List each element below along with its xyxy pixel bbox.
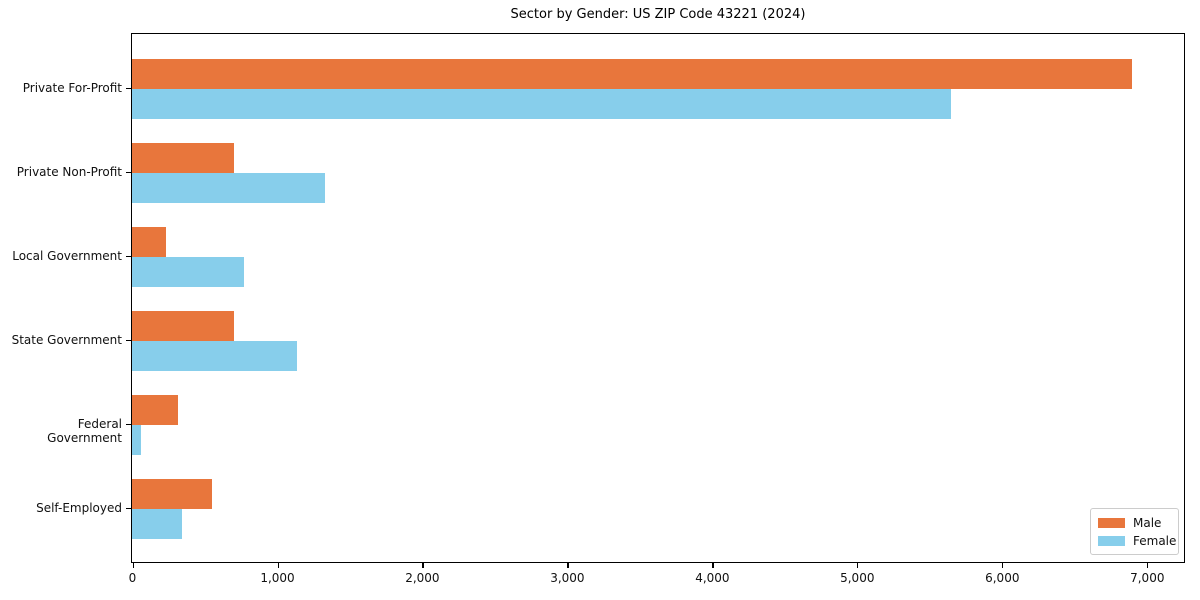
bar-male-1 (132, 59, 1133, 89)
x-tick-mark (132, 563, 134, 568)
bar-female-1 (132, 89, 952, 119)
y-tick-mark (126, 340, 131, 342)
legend-label: Male (1133, 516, 1162, 530)
bar-male-5 (132, 395, 179, 425)
x-tick-label: 3,000 (550, 571, 585, 585)
bar-female-4 (132, 341, 298, 371)
y-tick-mark (126, 424, 131, 426)
y-tick-label: Self-Employed (36, 501, 122, 515)
legend-item-male: Male (1098, 515, 1171, 531)
x-tick-label: 4,000 (695, 571, 730, 585)
bar-female-2 (132, 173, 325, 203)
bar-male-2 (132, 143, 234, 173)
bar-female-6 (132, 509, 182, 539)
y-tick-mark (126, 508, 131, 510)
x-tick-label: 0 (128, 571, 137, 585)
x-tick-mark (567, 563, 569, 568)
x-tick-mark (1147, 563, 1149, 568)
y-tick-label: Private Non-Profit (16, 165, 122, 179)
bar-male-3 (132, 227, 167, 257)
x-tick-mark (1002, 563, 1004, 568)
bar-male-4 (132, 311, 234, 341)
y-tick-label: Private For-Profit (22, 81, 122, 95)
legend-item-female: Female (1098, 533, 1176, 549)
x-tick-mark (712, 563, 714, 568)
y-tick-mark (126, 172, 131, 174)
x-tick-mark (857, 563, 859, 568)
y-tick-label: Federal Government (47, 417, 122, 445)
bar-female-5 (132, 425, 141, 455)
x-tick-label: 5,000 (840, 571, 875, 585)
legend-swatch-male (1098, 518, 1125, 528)
legend-swatch-female (1098, 536, 1125, 546)
y-tick-mark (126, 88, 131, 90)
plot-area (131, 33, 1185, 563)
x-tick-mark (422, 563, 424, 568)
x-tick-label: 6,000 (985, 571, 1020, 585)
x-tick-mark (277, 563, 279, 568)
legend: Male Female (1090, 508, 1179, 555)
x-tick-label: 1,000 (260, 571, 295, 585)
bar-male-6 (132, 479, 212, 509)
y-tick-mark (126, 256, 131, 258)
x-tick-label: 2,000 (405, 571, 440, 585)
x-tick-label: 7,000 (1130, 571, 1165, 585)
legend-label: Female (1133, 534, 1177, 548)
chart-title: Sector by Gender: US ZIP Code 43221 (202… (510, 7, 806, 22)
y-tick-label: State Government (11, 333, 122, 347)
bar-female-3 (132, 257, 244, 287)
y-tick-label: Local Government (12, 249, 122, 263)
